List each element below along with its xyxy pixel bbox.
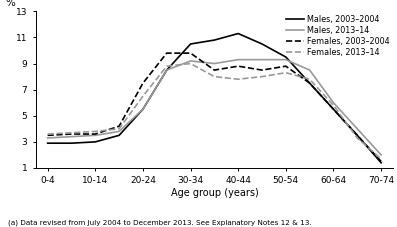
- Males, 2013–14: [212, 62, 217, 65]
- Males, 2003–2004: [141, 108, 145, 111]
- Females, 2003–2004: [331, 108, 336, 111]
- Females, 2003–2004: [141, 82, 145, 84]
- Legend: Males, 2003–2004, Males, 2013–14, Females, 2003–2004, Females, 2013–14: Males, 2003–2004, Males, 2013–14, Female…: [285, 13, 391, 58]
- Males, 2013–14: [117, 130, 121, 133]
- Males, 2013–14: [283, 58, 288, 61]
- Males, 2013–14: [379, 153, 384, 156]
- Males, 2013–14: [69, 135, 74, 138]
- Females, 2013–14: [379, 158, 384, 160]
- Females, 2003–2004: [93, 133, 98, 135]
- Females, 2013–14: [355, 137, 360, 139]
- Males, 2013–14: [236, 58, 241, 61]
- Females, 2013–14: [212, 75, 217, 78]
- Males, 2013–14: [45, 137, 50, 139]
- Females, 2003–2004: [307, 82, 312, 84]
- Males, 2013–14: [93, 134, 98, 137]
- Females, 2013–14: [236, 78, 241, 81]
- Line: Females, 2013–14: Females, 2013–14: [48, 64, 381, 159]
- Females, 2003–2004: [212, 69, 217, 72]
- Males, 2013–14: [188, 60, 193, 62]
- X-axis label: Age group (years): Age group (years): [170, 188, 258, 198]
- Males, 2003–2004: [260, 43, 264, 45]
- Females, 2003–2004: [355, 134, 360, 137]
- Females, 2003–2004: [164, 52, 169, 54]
- Text: (a) Data revised from July 2004 to December 2013. See Explanatory Notes 12 & 13.: (a) Data revised from July 2004 to Decem…: [8, 219, 312, 226]
- Males, 2003–2004: [355, 134, 360, 137]
- Females, 2013–14: [141, 95, 145, 98]
- Females, 2013–14: [283, 71, 288, 74]
- Males, 2003–2004: [188, 43, 193, 45]
- Line: Males, 2003–2004: Males, 2003–2004: [48, 34, 381, 163]
- Males, 2003–2004: [283, 56, 288, 58]
- Males, 2003–2004: [117, 134, 121, 137]
- Males, 2003–2004: [236, 32, 241, 35]
- Males, 2013–14: [331, 101, 336, 104]
- Males, 2013–14: [260, 58, 264, 61]
- Females, 2013–14: [260, 75, 264, 78]
- Males, 2003–2004: [45, 142, 50, 145]
- Y-axis label: %: %: [6, 0, 15, 8]
- Females, 2013–14: [307, 78, 312, 81]
- Males, 2003–2004: [331, 108, 336, 111]
- Males, 2013–14: [307, 69, 312, 72]
- Females, 2013–14: [45, 133, 50, 135]
- Females, 2003–2004: [260, 69, 264, 72]
- Females, 2013–14: [164, 65, 169, 68]
- Females, 2003–2004: [69, 133, 74, 135]
- Females, 2003–2004: [236, 65, 241, 68]
- Males, 2003–2004: [164, 69, 169, 72]
- Females, 2003–2004: [283, 65, 288, 68]
- Females, 2003–2004: [188, 52, 193, 54]
- Line: Males, 2013–14: Males, 2013–14: [48, 60, 381, 155]
- Males, 2013–14: [141, 108, 145, 111]
- Males, 2013–14: [164, 69, 169, 72]
- Females, 2013–14: [117, 128, 121, 130]
- Females, 2013–14: [69, 131, 74, 134]
- Females, 2003–2004: [117, 125, 121, 128]
- Males, 2003–2004: [93, 141, 98, 143]
- Females, 2003–2004: [379, 160, 384, 163]
- Males, 2013–14: [355, 128, 360, 130]
- Line: Females, 2003–2004: Females, 2003–2004: [48, 53, 381, 161]
- Males, 2003–2004: [69, 142, 74, 145]
- Males, 2003–2004: [379, 161, 384, 164]
- Females, 2003–2004: [45, 134, 50, 137]
- Females, 2013–14: [93, 130, 98, 133]
- Males, 2003–2004: [307, 82, 312, 84]
- Females, 2013–14: [331, 104, 336, 107]
- Females, 2013–14: [188, 62, 193, 65]
- Males, 2003–2004: [212, 39, 217, 41]
